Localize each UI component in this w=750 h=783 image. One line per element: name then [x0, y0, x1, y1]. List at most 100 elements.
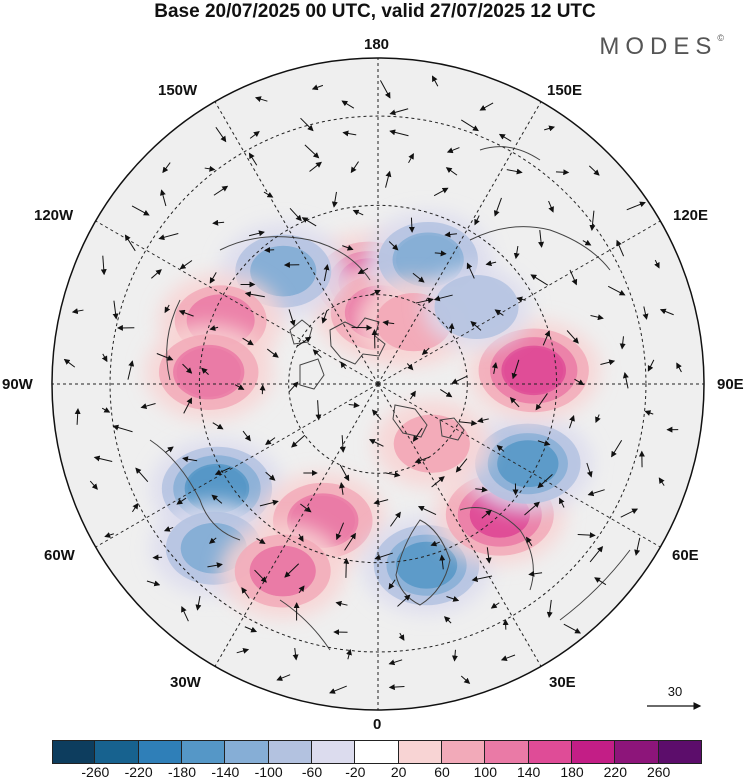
- wind-arrow: [385, 170, 392, 188]
- wind-arrow: [626, 201, 646, 211]
- wind-arrow: [164, 304, 171, 314]
- wind-arrow: [546, 599, 553, 618]
- wind-arrow: [183, 397, 192, 414]
- wind-arrow: [544, 125, 556, 132]
- wind-arrow: [204, 165, 216, 172]
- lon-label-150w: 150W: [158, 82, 198, 99]
- wind-arrow: [555, 169, 570, 176]
- wind-arrow: [412, 427, 423, 442]
- colorbar-tick-label: 60: [434, 764, 450, 780]
- wind-arrow: [124, 234, 136, 252]
- lon-label-0: 0: [373, 716, 382, 733]
- wind-arrow: [163, 526, 174, 532]
- wind-arrow: [266, 348, 279, 358]
- modes-logo: MODES©: [599, 33, 724, 61]
- wind-arrow: [323, 264, 330, 282]
- wind-arrow: [131, 205, 150, 216]
- wind-arrow: [248, 152, 258, 166]
- lon-label-60e: 60E: [672, 547, 699, 564]
- colorbar-swatch: [572, 740, 616, 764]
- lon-label-120e: 120E: [673, 207, 709, 224]
- colorbar-swatch: [355, 740, 399, 764]
- wind-vectors: [63, 75, 682, 694]
- wind-arrow: [265, 437, 276, 446]
- wind-arrow: [409, 390, 416, 400]
- meridian-line: [210, 383, 379, 675]
- wind-arrow: [140, 402, 156, 409]
- colorbar-swatch: [95, 740, 139, 764]
- wind-arrow: [300, 503, 312, 513]
- map-title: Base 20/07/2025 00 UTC, valid 27/07/2025…: [154, 1, 596, 22]
- colorbar-swatch: [398, 740, 442, 764]
- wind-arrow: [296, 336, 312, 347]
- colorbar-swatch: [485, 740, 529, 764]
- wind-arrow: [215, 126, 227, 143]
- wind-arrow: [481, 509, 492, 519]
- wind-arrow: [634, 537, 641, 556]
- wind-arrow: [181, 605, 189, 622]
- lon-label-150e: 150E: [547, 82, 583, 99]
- wind-arrow: [588, 165, 600, 176]
- wind-arrow: [212, 219, 225, 226]
- wind-arrow: [289, 207, 302, 222]
- wind-arrow: [485, 547, 492, 564]
- wind-arrow: [265, 471, 276, 481]
- wind-arrow: [341, 100, 355, 109]
- wind-arrow: [256, 537, 266, 544]
- wind-arrow: [165, 446, 174, 453]
- wind-arrow: [582, 239, 592, 246]
- wind-arrow: [254, 569, 267, 583]
- wind-arrow: [388, 579, 396, 590]
- wind-arrow: [563, 623, 582, 634]
- colorbar-tick-label: -260: [81, 764, 110, 780]
- wind-arrow: [339, 435, 346, 453]
- wind-arrow: [530, 274, 549, 286]
- wind-arrow: [568, 415, 575, 429]
- wind-arrow: [234, 384, 245, 390]
- wind-arrow: [179, 260, 193, 270]
- wind-arrow: [127, 360, 135, 380]
- wind-arrow: [446, 596, 460, 602]
- lon-label-30e: 30E: [549, 674, 576, 691]
- lon-label-120w: 120W: [34, 207, 74, 224]
- wind-arrow: [524, 501, 540, 516]
- wind-arrow: [162, 162, 171, 174]
- wind-arrow: [312, 349, 322, 358]
- copyright-mark: ©: [717, 33, 724, 43]
- wind-arrow: [620, 508, 639, 518]
- colorbar-tick-label: -60: [301, 764, 323, 780]
- colorbar-swatch: [658, 740, 702, 764]
- wind-arrow: [357, 267, 369, 275]
- meridian-line: [377, 216, 669, 385]
- wind-arrow: [244, 626, 258, 633]
- wind-arrow: [112, 424, 133, 433]
- graticule: [52, 58, 704, 710]
- wind-arrow: [607, 285, 626, 296]
- wind-arrow: [89, 480, 98, 490]
- wind-arrow: [446, 147, 460, 154]
- wind-arrow: [451, 649, 458, 662]
- wind-arrow: [537, 440, 551, 446]
- wind-arrow: [348, 402, 360, 409]
- wind-arrow: [321, 310, 328, 324]
- latitude-circle: [198, 204, 558, 564]
- wind-arrow: [242, 430, 251, 442]
- wind-arrow: [586, 462, 593, 478]
- wind-arrow: [443, 616, 452, 624]
- wind-arrow: [408, 153, 414, 164]
- wind-arrow: [93, 455, 113, 462]
- wind-arrow: [389, 108, 409, 116]
- colorbar-tick-label: -100: [254, 764, 283, 780]
- wind-arrow: [201, 367, 209, 375]
- wind-arrow: [537, 474, 553, 489]
- wind-arrow: [151, 269, 162, 279]
- wind-arrow: [329, 685, 347, 694]
- wind-arrow: [566, 330, 579, 344]
- anomaly-neg-west-siberia: [497, 440, 559, 488]
- wind-arrow: [494, 309, 504, 316]
- wind-arrow: [315, 400, 322, 421]
- wind-arrow: [421, 347, 430, 356]
- colorbar-tick-label: 220: [603, 764, 628, 780]
- anomaly-pos-hudson-bay: [176, 347, 241, 397]
- wind-arrow: [587, 489, 605, 497]
